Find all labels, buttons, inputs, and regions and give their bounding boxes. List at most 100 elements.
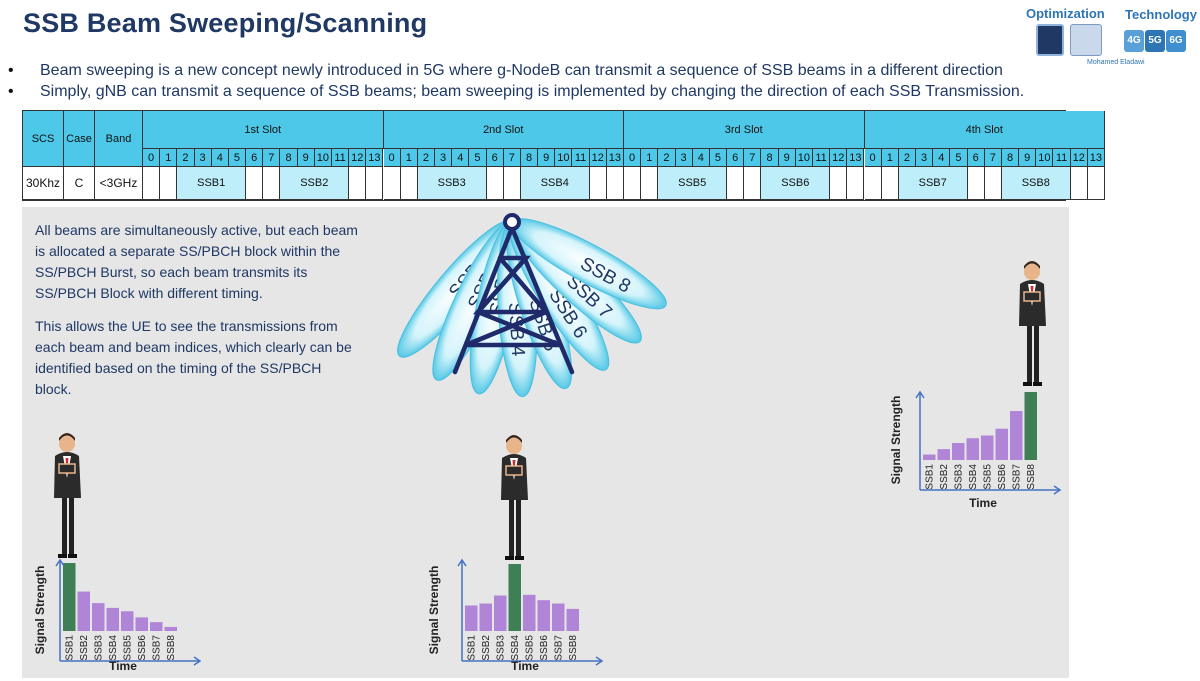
author-name: Mohamed Eladawi [1087,59,1145,66]
symbol-index: 2 [658,149,676,167]
antenna-icon [503,213,521,231]
tower-icon [452,213,575,375]
symbol-index: 11 [572,149,590,167]
symbol-index: 9 [538,149,556,167]
symbol-slot [143,167,161,200]
symbol-index: 0 [143,149,161,167]
symbol-index: 3 [194,149,212,167]
gen-4g-icon: 4G [1124,30,1144,52]
chart-tick-label: SSB6 [137,635,148,661]
symbol-index: 11 [331,149,350,167]
symbol-index: 3 [675,149,693,167]
ssb-block: SSB4 [520,167,590,200]
user-person-2 [501,435,528,560]
bullet-icon: • [8,83,14,100]
symbol-index: 8 [280,149,298,167]
chart-tick-label: SSB3 [93,635,104,661]
chart-bar [537,600,550,631]
x-axis-arrow-icon [1053,485,1062,495]
x-axis-arrow-icon [595,656,604,666]
symbol-slot [246,167,264,200]
bullet-text: Beam sweeping is a new concept newly int… [40,62,1003,79]
symbol-index: 0 [383,149,401,167]
symbol-index: 12 [1070,149,1088,167]
symbol-index: 9 [1019,149,1037,167]
chart-tick-label: SSB2 [79,635,90,661]
symbol-index: 1 [400,149,418,167]
chart-bar [508,564,521,631]
chart-bar [952,443,965,460]
symbol-index: 12 [589,149,607,167]
symbol-slot [1087,167,1105,200]
chart-bar [937,449,950,460]
symbol-index: 1 [641,149,659,167]
symbol-index: 5 [950,149,968,167]
y-axis-arrow-icon [915,390,925,399]
chart-tick-label: SSB5 [982,464,993,490]
symbol-slot [486,167,504,200]
chart-bar [995,428,1008,460]
chart-bar [981,435,994,460]
paragraph: This allows the UE to see the transmissi… [35,318,352,397]
symbol-slot [967,167,985,200]
chart-bar [552,603,565,631]
chart-bar [523,594,536,631]
symbol-index: 2 [417,149,436,167]
symbol-index: 8 [1001,149,1020,167]
symbol-slot [503,167,521,200]
symbol-slot [881,167,899,200]
chart-bar [92,603,105,631]
symbol-index: 11 [812,149,831,167]
table-value-scs: 30Khz [23,167,64,200]
chart-bar [63,563,76,631]
symbol-index: 6 [486,149,504,167]
symbol-index: 1 [881,149,899,167]
x-axis-arrow-icon [193,656,202,666]
chart-tick-label: SSB2 [939,464,950,490]
chart-tick-label: SSB5 [524,635,535,661]
chart-bar [465,605,478,631]
symbol-slot [160,167,178,200]
symbol-index: 6 [246,149,264,167]
chart-bar [150,622,163,631]
chart-bar [1010,411,1023,460]
chart-x-label: Time [109,659,137,673]
chart-bar [923,454,936,460]
symbol-slot [744,167,762,200]
symbol-slot [727,167,745,200]
table-value-case: C [64,167,95,200]
symbol-index: 1 [160,149,178,167]
ssb-block: SSB1 [177,167,247,200]
chart-tick-label: SSB1 [64,635,75,661]
y-axis-arrow-icon [457,558,467,567]
symbol-index: 13 [1087,149,1105,167]
chart-tick-label: SSB3 [495,635,506,661]
symbol-index: 3 [916,149,934,167]
symbol-index: 4 [933,149,951,167]
chart-bar [77,591,90,631]
symbol-slot [624,167,642,200]
signal-chart: SSB1 SSB2 SSB3 SSB4 SSB5 SSB6 SSB7 SSB8 Signal S… [33,558,202,673]
chart-tick-label: SSB8 [568,635,579,661]
chart-tick-label: SSB4 [510,635,521,661]
symbol-slot [366,167,384,200]
chart-tick-label: SSB7 [151,635,162,661]
symbol-index: 7 [984,149,1002,167]
chart-bar [1024,392,1037,460]
symbol-index: 6 [967,149,985,167]
chart-tick-label: SSB8 [1026,464,1037,490]
symbol-index: 5 [709,149,728,167]
chart-tick-label: SSB4 [968,464,979,490]
gen-6g-icon: 6G [1166,30,1186,52]
gen-5g-icon: 5G [1145,30,1165,52]
symbol-index: 7 [263,149,281,167]
bullet-text: Simply, gNB can transmit a sequence of S… [40,83,1025,100]
brand-left-label: Optimization [1026,6,1105,21]
symbol-index: 12 [830,149,848,167]
symbol-index: 9 [778,149,796,167]
table-header-case: Case [64,111,95,167]
symbol-index: 9 [297,149,315,167]
chart-bar [494,595,507,631]
